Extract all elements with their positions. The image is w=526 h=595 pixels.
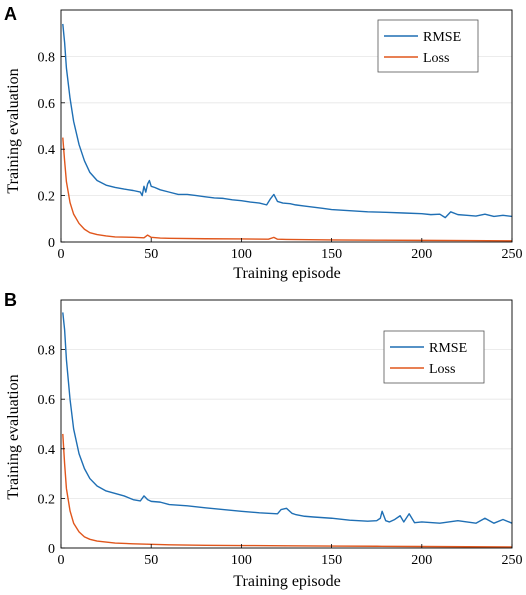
series-line-rmse bbox=[62, 23, 513, 219]
x-axis-title: Training episode bbox=[233, 573, 340, 590]
legend-box bbox=[383, 330, 485, 384]
x-tick-label: 150 bbox=[321, 553, 342, 568]
legend-box bbox=[377, 19, 479, 73]
x-tick-label: 100 bbox=[231, 247, 252, 262]
x-tick-label: 0 bbox=[58, 553, 65, 568]
y-tick-label: 0.4 bbox=[38, 443, 56, 458]
y-tick-label: 0.8 bbox=[38, 344, 56, 359]
x-tick-label: 200 bbox=[411, 553, 432, 568]
x-tick-label: 250 bbox=[502, 553, 523, 568]
legend-label-rmse: RMSE bbox=[429, 341, 467, 356]
x-axis-title: Training episode bbox=[233, 265, 340, 282]
y-tick-label: 0 bbox=[48, 542, 55, 557]
y-tick-label: 0.6 bbox=[38, 97, 56, 112]
y-tick-label: 0.2 bbox=[38, 492, 56, 507]
legend-label-rmse: RMSE bbox=[423, 30, 461, 45]
y-tick-label: 0.2 bbox=[38, 190, 56, 205]
y-axis-title: Training evaluation bbox=[5, 68, 22, 193]
series-line-rmse bbox=[62, 312, 513, 524]
y-axis-title: Training evaluation bbox=[5, 374, 22, 499]
legend: RMSE Loss bbox=[377, 19, 479, 73]
x-tick-label: 0 bbox=[58, 247, 65, 262]
x-tick-label: 200 bbox=[411, 247, 432, 262]
y-tick-label: 0.4 bbox=[38, 143, 56, 158]
plot-frame bbox=[60, 9, 513, 243]
x-tick-label: 150 bbox=[321, 247, 342, 262]
chart-panel-b: 0 50 100 150 200 250 0 0.2 0.4 0.6 0.8 B Training … bbox=[4, 290, 523, 590]
legend: RMSE Loss bbox=[383, 330, 485, 384]
y-tick-label: 0.8 bbox=[38, 50, 56, 65]
x-tick-label: 250 bbox=[502, 247, 523, 262]
plot-frame bbox=[60, 299, 513, 549]
panel-label: B bbox=[4, 290, 17, 310]
chart-panel-a: 0 50 100 150 200 250 0 0.2 0.4 0.6 0.8 A Training … bbox=[4, 4, 523, 282]
y-tick-label: 0.6 bbox=[38, 393, 56, 408]
x-tick-label: 50 bbox=[144, 247, 158, 262]
series-line-loss bbox=[62, 433, 513, 548]
x-tick-label: 50 bbox=[144, 553, 158, 568]
panel-label: A bbox=[4, 4, 17, 24]
x-tick-label: 100 bbox=[231, 553, 252, 568]
legend-label-loss: Loss bbox=[429, 362, 455, 377]
legend-label-loss: Loss bbox=[423, 51, 449, 66]
series-line-loss bbox=[62, 137, 513, 242]
y-tick-label: 0 bbox=[48, 236, 55, 251]
